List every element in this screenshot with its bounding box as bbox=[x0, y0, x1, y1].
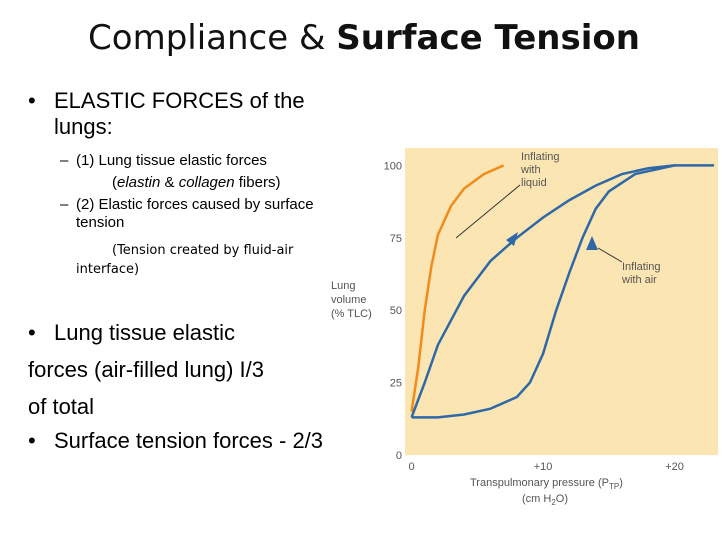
bullet-text: Lung tissue elastic bbox=[54, 320, 235, 345]
text: ( bbox=[112, 174, 117, 191]
title-text: Compliance & bbox=[88, 18, 326, 58]
label-part: 2 bbox=[551, 498, 556, 507]
text: fibers) bbox=[234, 174, 281, 191]
sub-bullet-text: (1) Lung tissue elastic forces bbox=[76, 152, 267, 169]
label-part: (cm H bbox=[522, 493, 551, 505]
slide-title: Compliance & Surface Tension bbox=[0, 18, 728, 58]
y-tick-label: 25 bbox=[390, 378, 402, 390]
label-part: O) bbox=[556, 493, 568, 505]
bullet-mark: • bbox=[28, 320, 36, 345]
sub-bullet-mark: – bbox=[60, 196, 69, 213]
text: collagen bbox=[178, 174, 235, 191]
title-bold: Surface Tension bbox=[336, 18, 640, 58]
curve bbox=[410, 164, 675, 418]
sub-bullet-mark: – bbox=[60, 152, 69, 169]
label-part: TP bbox=[609, 482, 619, 491]
y-tick-label: 75 bbox=[390, 233, 402, 245]
bullet-text: forces (air-filled lung) I/3 bbox=[28, 357, 264, 382]
x-tick-label: +10 bbox=[534, 461, 553, 473]
y-tick-label: 100 bbox=[384, 160, 402, 172]
text: & bbox=[160, 174, 179, 191]
sub-bullet-note: (Tension created by fluid-air bbox=[112, 243, 294, 258]
y-tick-label: 0 bbox=[396, 450, 402, 462]
x-axis-label: Transpulmonary pressure (PTP) bbox=[470, 477, 623, 491]
bullet-mark: • bbox=[28, 428, 36, 453]
annotation: Inflating bbox=[622, 261, 661, 273]
bullet-text: of total bbox=[28, 394, 95, 419]
pointer-line bbox=[597, 247, 623, 263]
plot-area bbox=[405, 148, 718, 455]
y-axis-label: volume bbox=[331, 294, 366, 306]
curve bbox=[410, 164, 505, 412]
bullet-mark: • bbox=[28, 88, 36, 113]
annotation: with air bbox=[621, 274, 657, 286]
label-part: ) bbox=[619, 477, 623, 489]
bullet-text: ELASTIC FORCES of the lungs: bbox=[54, 88, 305, 139]
curve bbox=[411, 164, 715, 419]
text: elastin bbox=[117, 174, 161, 191]
y-tick-label: 50 bbox=[390, 305, 402, 317]
y-axis-label: Lung bbox=[331, 280, 355, 292]
sub-bullet-note: (elastin & collagen fibers) bbox=[112, 174, 280, 192]
annotation: liquid bbox=[521, 177, 547, 189]
annotation: with bbox=[520, 164, 541, 176]
arrowhead bbox=[506, 232, 518, 246]
arrowhead bbox=[586, 236, 598, 250]
label-part: Transpulmonary pressure (P bbox=[470, 477, 609, 489]
x-tick-label: 0 bbox=[409, 461, 415, 473]
bullet-text: Surface tension forces - 2/3 bbox=[54, 428, 324, 453]
x-tick-label: +20 bbox=[665, 461, 684, 473]
y-axis-label: (% TLC) bbox=[331, 308, 372, 320]
annotation: Inflating bbox=[521, 151, 560, 163]
pointer-line bbox=[455, 184, 521, 239]
sub-bullet-text: (2) Elastic forces caused by surface ten… bbox=[76, 196, 314, 231]
x-axis-units: (cm H2O) bbox=[522, 493, 568, 507]
sub-bullet-note: interface) bbox=[76, 262, 140, 277]
